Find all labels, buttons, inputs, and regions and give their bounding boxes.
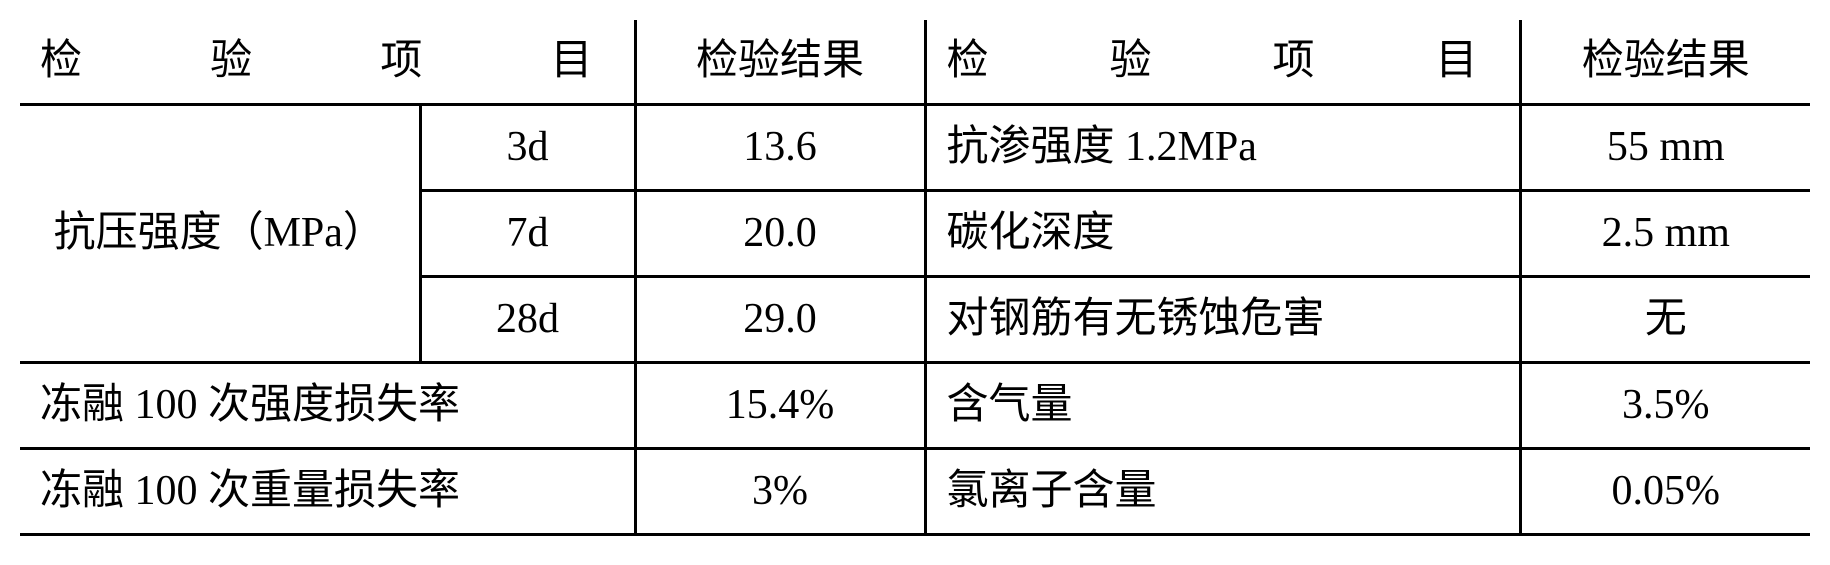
- value-cell: 20.0: [635, 191, 925, 277]
- bottom-left-result: 15.4%: [635, 363, 925, 449]
- bottom-right-result: 3.5%: [1520, 363, 1810, 449]
- bottom-left-item: 冻融 100 次重量损失率: [20, 449, 635, 535]
- table-row: 抗压强度（MPa） 3d 13.6 抗渗强度 1.2MPa 55 mm: [20, 105, 1810, 191]
- right-result-cell: 2.5 mm: [1520, 191, 1810, 277]
- header-left-item: 检验项目: [20, 20, 635, 105]
- right-item-cell: 对钢筋有无锈蚀危害: [925, 277, 1520, 363]
- age-cell: 7d: [420, 191, 635, 277]
- bottom-right-result: 0.05%: [1520, 449, 1810, 535]
- age-cell: 3d: [420, 105, 635, 191]
- bottom-left-item: 冻融 100 次强度损失率: [20, 363, 635, 449]
- bottom-right-item: 含气量: [925, 363, 1520, 449]
- right-item-cell: 抗渗强度 1.2MPa: [925, 105, 1520, 191]
- header-left-result: 检验结果: [635, 20, 925, 105]
- age-cell: 28d: [420, 277, 635, 363]
- table-row: 冻融 100 次重量损失率 3% 氯离子含量 0.05%: [20, 449, 1810, 535]
- inspection-table: 检验项目 检验结果 检验项目 检验结果 抗压强度（MPa） 3d 13.6 抗渗…: [20, 20, 1810, 536]
- header-row: 检验项目 检验结果 检验项目 检验结果: [20, 20, 1810, 105]
- value-cell: 13.6: [635, 105, 925, 191]
- table-row: 冻融 100 次强度损失率 15.4% 含气量 3.5%: [20, 363, 1810, 449]
- right-result-cell: 55 mm: [1520, 105, 1810, 191]
- compressive-label: 抗压强度（MPa）: [20, 105, 420, 363]
- header-right-item: 检验项目: [925, 20, 1520, 105]
- header-right-result: 检验结果: [1520, 20, 1810, 105]
- right-result-cell: 无: [1520, 277, 1810, 363]
- bottom-left-result: 3%: [635, 449, 925, 535]
- right-item-cell: 碳化深度: [925, 191, 1520, 277]
- bottom-right-item: 氯离子含量: [925, 449, 1520, 535]
- value-cell: 29.0: [635, 277, 925, 363]
